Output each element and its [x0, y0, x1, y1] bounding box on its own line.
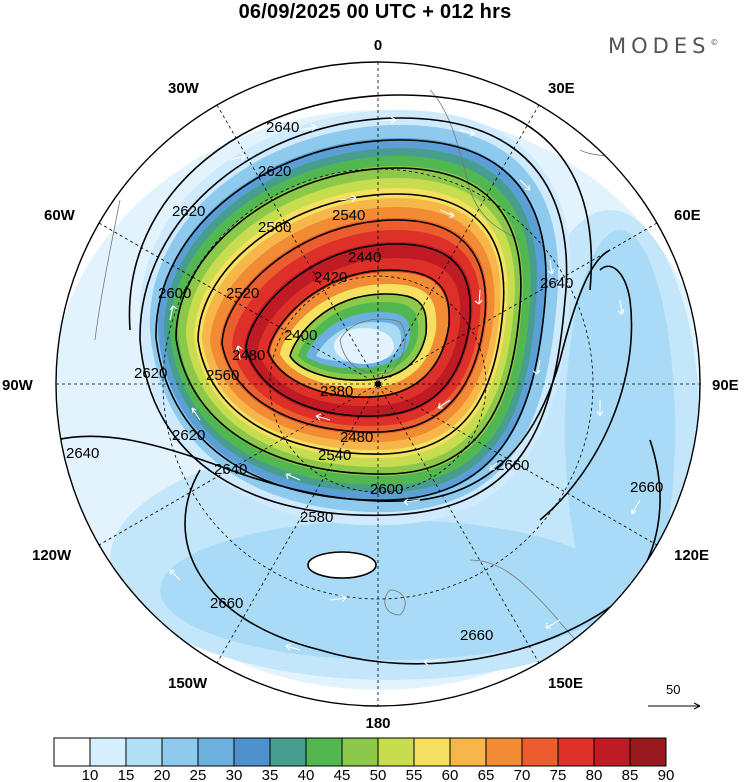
contour-label: 2480 — [232, 347, 265, 364]
legend-tick-label: 15 — [118, 767, 135, 782]
lon-label-30e: 30E — [548, 80, 575, 97]
lon-label-180: 180 — [365, 715, 390, 730]
lon-label-90e: 90E — [712, 377, 739, 394]
brand-mark: © — [710, 38, 719, 47]
lon-label-60e: 60E — [674, 207, 701, 224]
legend-swatch — [125, 737, 163, 767]
lon-label-60w: 60W — [44, 207, 76, 224]
graticule — [56, 62, 700, 706]
contour-label: 2660 — [210, 595, 243, 612]
legend-tick-label: 40 — [298, 767, 315, 782]
contour-label: 2560 — [258, 219, 291, 236]
contour-label: 2600 — [158, 285, 191, 302]
legend-tick-label: 45 — [334, 767, 351, 782]
brand-logo: MODES© — [608, 34, 718, 58]
contour-label: 2540 — [332, 207, 365, 224]
brand-name: MODES — [608, 34, 711, 58]
contour-label: 2640 — [540, 275, 573, 292]
legend-swatch — [629, 737, 667, 767]
lon-label-0: 0 — [374, 37, 382, 54]
legend-swatch — [413, 737, 451, 767]
legend-tick-label: 55 — [406, 767, 423, 782]
legend-swatch — [233, 737, 271, 767]
vector-reference-value: 50 — [666, 682, 680, 697]
legend-tick-label: 85 — [622, 767, 639, 782]
legend-swatch — [305, 737, 343, 767]
map-boundary — [55, 61, 701, 707]
pole-marker — [375, 381, 381, 387]
legend-tick-label: 70 — [514, 767, 531, 782]
wind-vectors — [169, 116, 641, 666]
legend-tick-label: 30 — [226, 767, 243, 782]
vector-reference: 50 — [648, 682, 701, 710]
color-legend: 10 15 20 25 30 35 40 45 50 55 60 65 70 75 80 85 90 — [53, 737, 675, 782]
contour-label: 2620 — [172, 427, 205, 444]
legend-swatch — [449, 737, 487, 767]
legend-swatch — [269, 737, 307, 767]
legend-swatch — [593, 737, 631, 767]
legend-tick-label: 10 — [82, 767, 99, 782]
lon-label-150e: 150E — [548, 675, 583, 692]
legend-tick-label: 35 — [262, 767, 279, 782]
contour-labels: 2640 2620 2620 2600 2620 2560 2540 2440 … — [66, 119, 663, 644]
legend-swatch — [161, 737, 199, 767]
contour-label: 2640 — [266, 119, 299, 136]
contour-label: 2380 — [320, 383, 353, 400]
wind-speed-field — [56, 110, 700, 690]
legend-tick-label: 60 — [442, 767, 459, 782]
legend-tick-label: 50 — [370, 767, 387, 782]
height-contours — [56, 94, 661, 665]
lon-label-120w: 120W — [32, 547, 72, 564]
contour-label: 2580 — [300, 509, 333, 526]
contour-label: 2420 — [314, 269, 347, 286]
legend-tick-label: 20 — [154, 767, 171, 782]
polar-map: 2640 2620 2620 2600 2620 2560 2540 2440 … — [2, 37, 739, 730]
legend-tick-label: 25 — [190, 767, 207, 782]
contour-label: 2400 — [284, 327, 317, 344]
contour-label: 2660 — [460, 627, 493, 644]
lon-label-90w: 90W — [2, 377, 34, 394]
legend-swatch — [341, 737, 379, 767]
legend-tick-label: 90 — [658, 767, 675, 782]
contour-label: 2600 — [370, 481, 403, 498]
legend-swatch — [197, 737, 235, 767]
contour-label: 2640 — [214, 461, 247, 478]
legend-swatch — [485, 737, 523, 767]
contour-label: 2560 — [206, 367, 239, 384]
contour-label: 2440 — [348, 249, 381, 266]
contour-label: 2520 — [226, 285, 259, 302]
legend-tick-label: 80 — [586, 767, 603, 782]
contour-label: 2660 — [630, 479, 663, 496]
contour-label: 2480 — [340, 429, 373, 446]
legend-swatch — [521, 737, 559, 767]
legend-swatch — [377, 737, 415, 767]
legend-tick-label: 75 — [550, 767, 567, 782]
contour-label: 2540 — [318, 447, 351, 464]
contour-label: 2640 — [66, 445, 99, 462]
legend-tick-label: 65 — [478, 767, 495, 782]
legend-swatch — [53, 737, 91, 767]
contour-label: 2620 — [134, 365, 167, 382]
lon-label-120e: 120E — [674, 547, 709, 564]
legend-swatch — [557, 737, 595, 767]
map-title: 06/09/2025 00 UTC + 012 hrs — [238, 1, 512, 23]
contour-label: 2620 — [172, 203, 205, 220]
lon-label-150w: 150W — [168, 675, 208, 692]
legend-swatch — [89, 737, 127, 767]
contour-label: 2660 — [496, 457, 529, 474]
lon-label-30w: 30W — [168, 80, 200, 97]
contour-label: 2620 — [258, 163, 291, 180]
